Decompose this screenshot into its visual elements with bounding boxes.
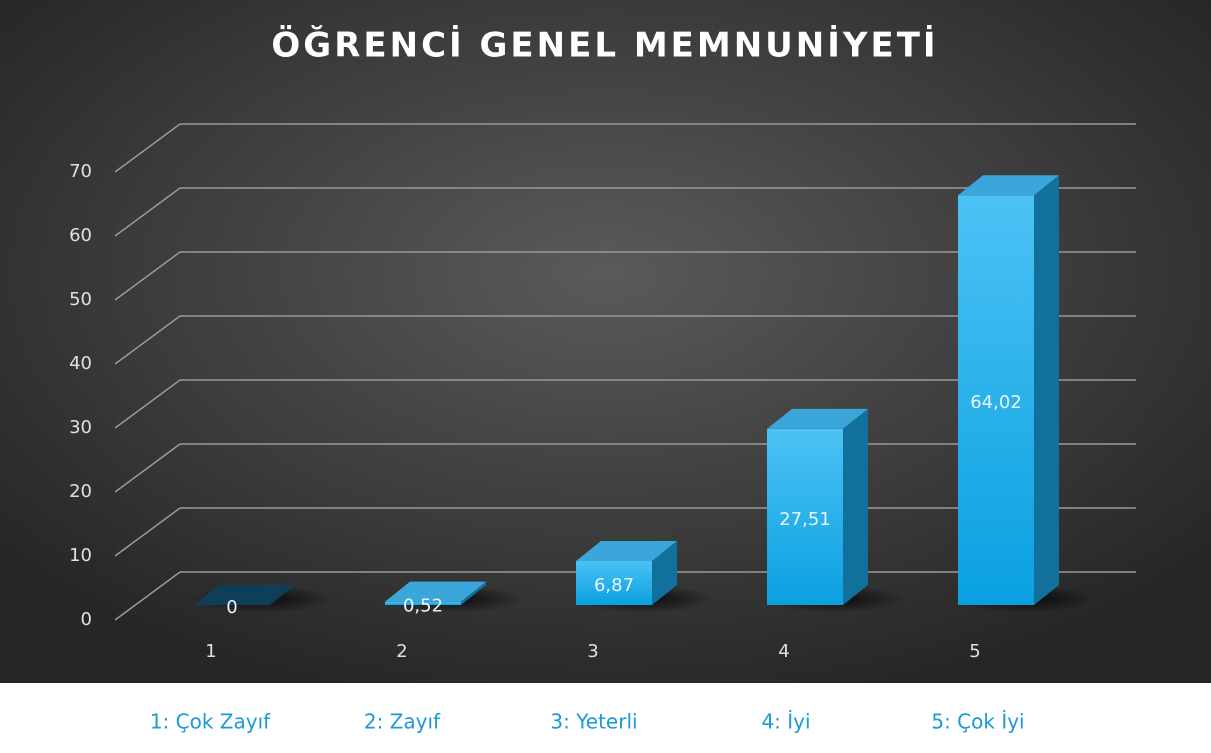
y-tick-label: 30 xyxy=(69,417,92,438)
category-note: 2: Zayıf xyxy=(364,710,441,734)
x-tick-label: 4 xyxy=(778,641,789,662)
y-tick-label: 60 xyxy=(69,225,92,246)
x-tick-label: 5 xyxy=(969,641,980,662)
x-tick-label: 3 xyxy=(587,641,598,662)
y-tick-label: 20 xyxy=(69,481,92,502)
x-tick-label: 2 xyxy=(396,641,407,662)
value-label: 0,52 xyxy=(403,595,443,616)
y-tick-label: 40 xyxy=(69,353,92,374)
bar-side xyxy=(1034,175,1059,605)
category-note: 1: Çok Zayıf xyxy=(150,710,271,734)
chart-title: ÖĞRENCİ GENEL MEMNUNİYETİ xyxy=(271,25,938,66)
y-tick-label: 70 xyxy=(69,161,92,182)
bar-side xyxy=(843,409,868,605)
y-tick-label: 50 xyxy=(69,289,92,310)
value-label: 6,87 xyxy=(594,575,634,596)
value-label: 64,02 xyxy=(970,392,1022,413)
category-note: 5: Çok İyi xyxy=(931,710,1024,734)
category-note: 4: İyi xyxy=(761,710,810,734)
x-tick-label: 1 xyxy=(205,641,216,662)
category-note: 3: Yeterli xyxy=(550,710,637,734)
value-label: 0 xyxy=(226,597,237,618)
value-label: 27,51 xyxy=(779,509,831,530)
y-tick-label: 0 xyxy=(81,609,92,630)
y-tick-label: 10 xyxy=(69,545,92,566)
